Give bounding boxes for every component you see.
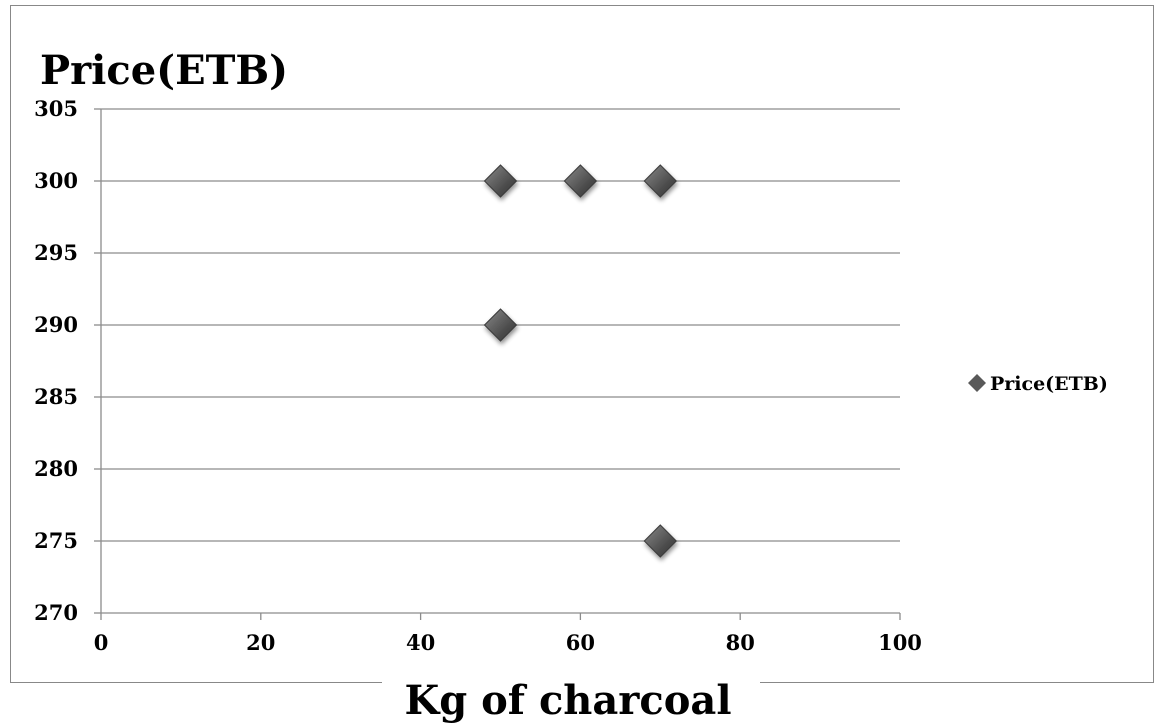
y-tick-label: 295 xyxy=(34,240,78,265)
y-tick-label: 290 xyxy=(34,312,78,337)
y-tick-label: 280 xyxy=(34,456,78,481)
chart-border xyxy=(11,6,1154,683)
data-point xyxy=(644,165,676,197)
legend-label: Price(ETB) xyxy=(990,373,1108,395)
legend: Price(ETB) xyxy=(968,373,1108,395)
y-tick-label: 300 xyxy=(34,168,78,193)
x-axis-title: Kg of charcoal xyxy=(404,677,731,724)
data-point xyxy=(485,309,517,341)
y-tick-label: 285 xyxy=(34,384,78,409)
tick-labels: 270 275 280 285 290 295 300 305 0 20 40 60 80 100 xyxy=(34,96,922,655)
x-tick-label: 40 xyxy=(406,630,435,655)
x-tick-label: 20 xyxy=(246,630,275,655)
legend-diamond-icon xyxy=(968,374,986,392)
data-point xyxy=(644,525,676,557)
x-tick-label: 0 xyxy=(94,630,109,655)
x-tick-label: 100 xyxy=(878,630,922,655)
y-tick-label: 275 xyxy=(34,528,78,553)
data-point xyxy=(564,165,596,197)
x-tick-label: 80 xyxy=(726,630,755,655)
y-axis-title: Price(ETB) xyxy=(40,47,288,94)
y-tick-label: 270 xyxy=(34,600,78,625)
y-tick-label: 305 xyxy=(34,96,78,121)
data-points xyxy=(485,165,677,557)
data-point xyxy=(485,165,517,197)
x-tick-label: 60 xyxy=(566,630,595,655)
